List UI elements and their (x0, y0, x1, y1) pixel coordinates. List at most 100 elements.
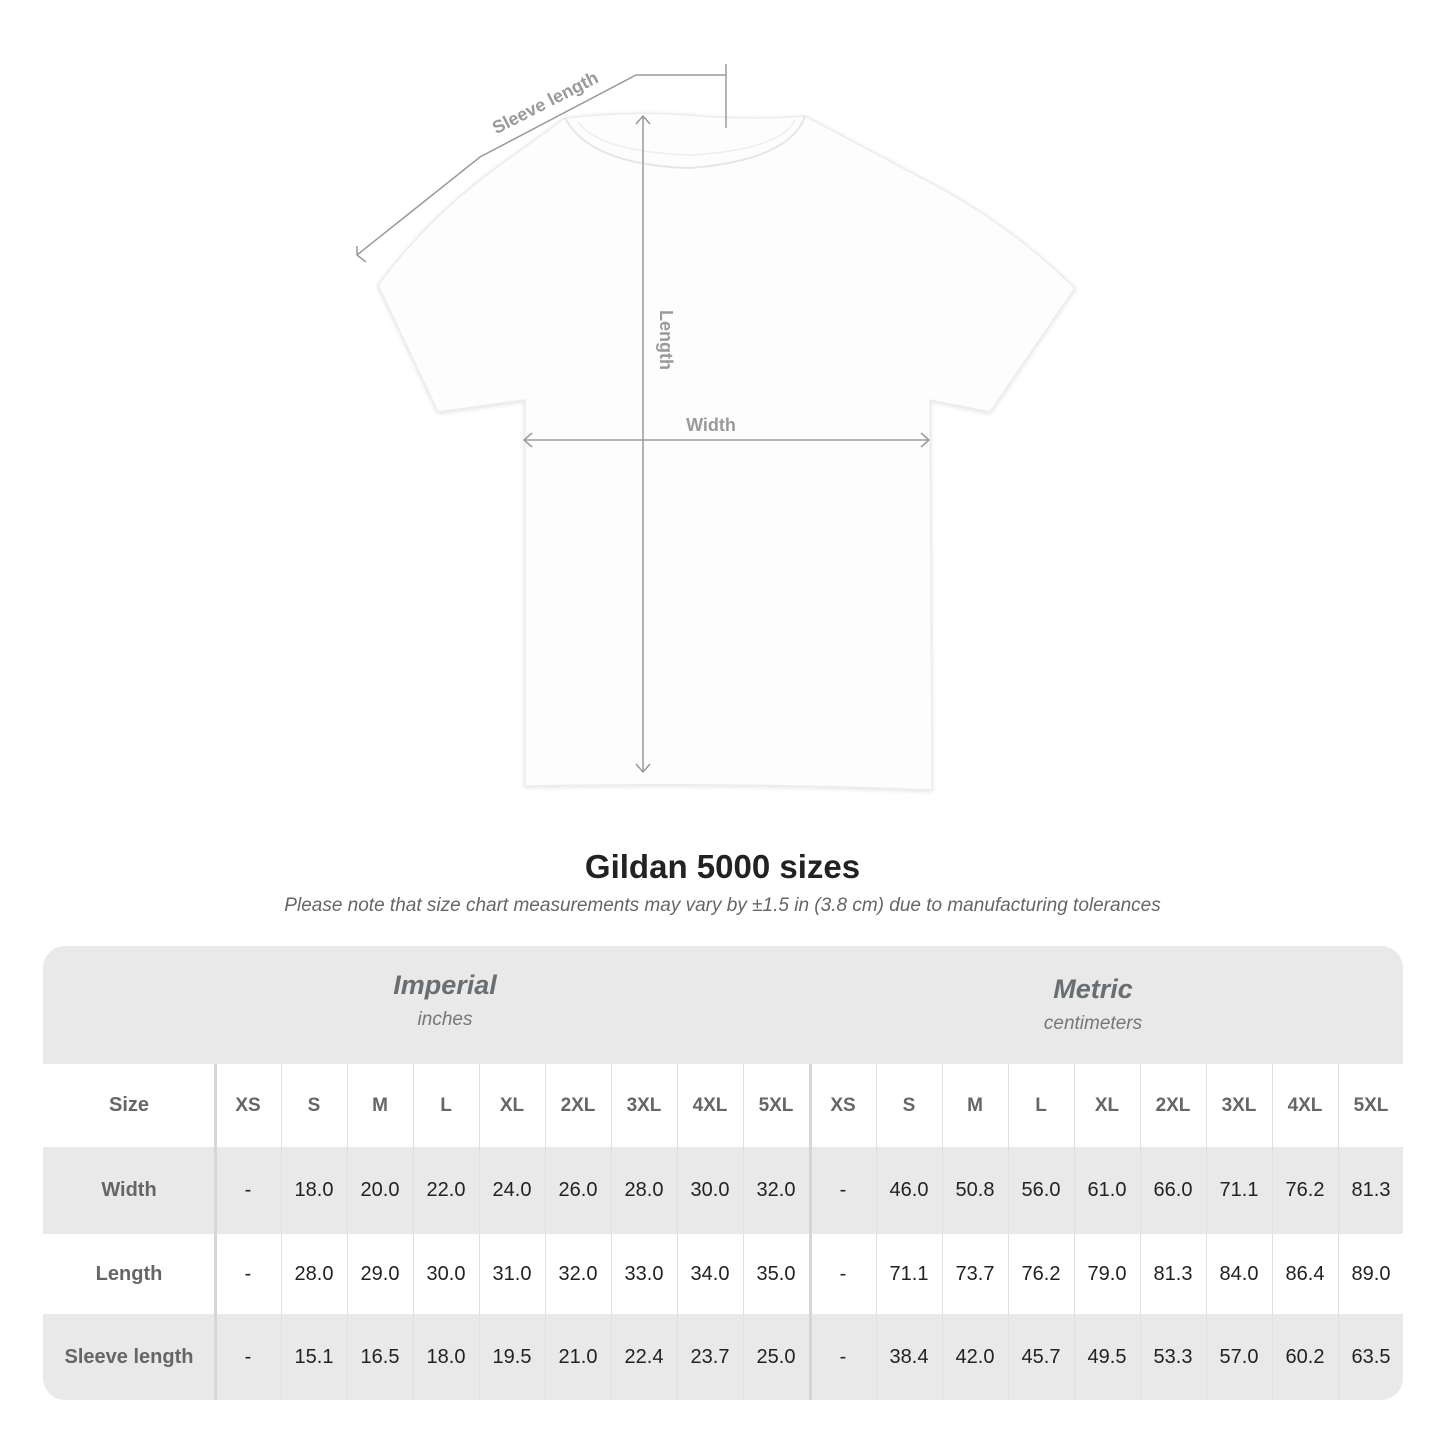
table-cell-imperial: 34.0 (690, 1262, 730, 1285)
table-cell-metric: 45.7 (1021, 1345, 1061, 1368)
table-cell-imperial: 19.5 (492, 1345, 532, 1368)
table-cell-metric: 84.0 (1219, 1262, 1259, 1285)
row-band-width (43, 1147, 1403, 1234)
column-divider (942, 1064, 943, 1400)
table-cell-metric: 50.8 (955, 1179, 995, 1201)
column-divider (1140, 1064, 1141, 1400)
table-cell-imperial: 20.0 (360, 1179, 400, 1201)
metric-title: Metric (1053, 974, 1133, 1004)
sleeve-length-line (356, 74, 726, 256)
measurement-lines (356, 64, 931, 774)
column-divider (677, 1064, 678, 1400)
column-divider (479, 1064, 480, 1400)
metric-header: Metric centimeters (943, 974, 1243, 1035)
unit-header-band (43, 946, 1403, 1064)
table-cell-imperial: 32.0 (558, 1262, 598, 1285)
table-cell-metric: 73.7 (955, 1262, 995, 1285)
page-title: Gildan 5000 sizes (584, 848, 861, 885)
table-cell-imperial: 30.0 (426, 1262, 466, 1285)
column-divider (545, 1064, 546, 1400)
table-cell-metric: 79.0 (1087, 1262, 1127, 1285)
table-cell-imperial: 35.0 (756, 1262, 796, 1285)
size-header-metric: 3XL (1221, 1094, 1257, 1116)
size-header-metric: 5XL (1353, 1094, 1389, 1116)
table-cell-metric: 71.1 (1219, 1179, 1259, 1201)
table-cell-imperial: 16.5 (360, 1345, 400, 1368)
size-header-metric: XS (830, 1094, 856, 1116)
column-divider (281, 1064, 282, 1400)
size-header-metric: XL (1094, 1094, 1120, 1116)
column-divider (413, 1064, 414, 1400)
table-cell-imperial: 28.0 (624, 1179, 664, 1201)
table-cell-metric: 81.3 (1153, 1262, 1193, 1285)
table-cell-imperial: - (244, 1179, 252, 1201)
size-header-imperial: 4XL (692, 1094, 728, 1116)
column-divider (214, 1064, 217, 1400)
tolerance-note: Please note that size chart measurements… (284, 895, 1161, 916)
table-cell-imperial: 33.0 (624, 1262, 664, 1285)
row-label: Length (95, 1262, 163, 1285)
table-cell-metric: 53.3 (1153, 1345, 1193, 1368)
table-cell-metric: 76.2 (1021, 1262, 1061, 1285)
table-cell-metric: 89.0 (1351, 1262, 1391, 1285)
table-cell-metric: - (839, 1345, 847, 1368)
column-divider (743, 1064, 744, 1400)
tshirt-collar (564, 115, 806, 170)
imperial-title: Imperial (393, 970, 497, 1000)
table-cell-imperial: 22.0 (426, 1179, 466, 1201)
table-cell-imperial: 32.0 (756, 1179, 796, 1201)
size-header-imperial: M (372, 1094, 388, 1116)
size-table: Imperial inches Metric centimeters Size X… (43, 946, 1403, 1400)
tshirt-diagram: Sleeve length Length Width (356, 64, 1076, 791)
column-divider (1338, 1064, 1339, 1400)
table-cell-metric: 49.5 (1087, 1345, 1127, 1368)
table-cell-imperial: 24.0 (492, 1179, 532, 1201)
table-cell-imperial: 30.0 (690, 1179, 730, 1201)
table-cell-imperial: 23.7 (690, 1345, 730, 1368)
length-label: Length (656, 310, 676, 370)
table-cell-imperial: 28.0 (294, 1262, 334, 1285)
metric-unit: centimeters (1043, 1013, 1143, 1034)
table-cell-metric: 42.0 (955, 1345, 995, 1368)
size-header-metric: S (902, 1094, 916, 1116)
row-label: Sleeve length (64, 1345, 194, 1368)
table-cell-imperial: 15.1 (294, 1345, 334, 1368)
size-header-imperial: 3XL (626, 1094, 662, 1116)
table-cell-metric: 71.1 (889, 1262, 929, 1285)
column-divider (611, 1064, 612, 1400)
table-cell-metric: 61.0 (1087, 1179, 1127, 1201)
table-cell-metric: 66.0 (1153, 1179, 1193, 1201)
width-label: Width (686, 415, 736, 435)
table-cell-imperial: 29.0 (360, 1262, 400, 1285)
column-divider (809, 1064, 812, 1400)
size-header-imperial: 2XL (560, 1094, 596, 1116)
table-cell-imperial: - (244, 1262, 252, 1285)
size-header-imperial: S (307, 1094, 321, 1116)
table-cell-metric: - (839, 1179, 847, 1201)
column-divider (347, 1064, 348, 1400)
table-cell-imperial: 18.0 (426, 1345, 466, 1368)
table-cell-metric: 63.5 (1351, 1345, 1391, 1368)
table-cell-metric: 60.2 (1285, 1345, 1325, 1368)
table-cell-imperial: 18.0 (294, 1179, 334, 1201)
table-cell-metric: 86.4 (1285, 1262, 1325, 1285)
tshirt-shape (377, 112, 1076, 791)
imperial-header: Imperial inches (295, 970, 595, 1031)
size-header-imperial: 5XL (758, 1094, 794, 1116)
size-header-metric: 2XL (1155, 1094, 1191, 1116)
table-cell-imperial: - (244, 1345, 252, 1368)
size-header-imperial: XL (499, 1094, 525, 1116)
size-header-imperial: L (440, 1094, 452, 1116)
table-cell-metric: 56.0 (1021, 1179, 1061, 1201)
column-divider (876, 1064, 877, 1400)
table-cell-imperial: 31.0 (492, 1262, 532, 1285)
size-header-metric: 4XL (1287, 1094, 1323, 1116)
size-header-metric: M (967, 1094, 983, 1116)
table-cell-metric: 81.3 (1351, 1179, 1391, 1201)
table-cell-imperial: 25.0 (756, 1345, 796, 1368)
imperial-unit: inches (417, 1009, 473, 1030)
column-divider (1206, 1064, 1207, 1400)
table-cell-metric: 76.2 (1285, 1179, 1325, 1201)
table-cell-metric: 57.0 (1219, 1345, 1259, 1368)
row-band-sleeve (43, 1314, 1403, 1400)
